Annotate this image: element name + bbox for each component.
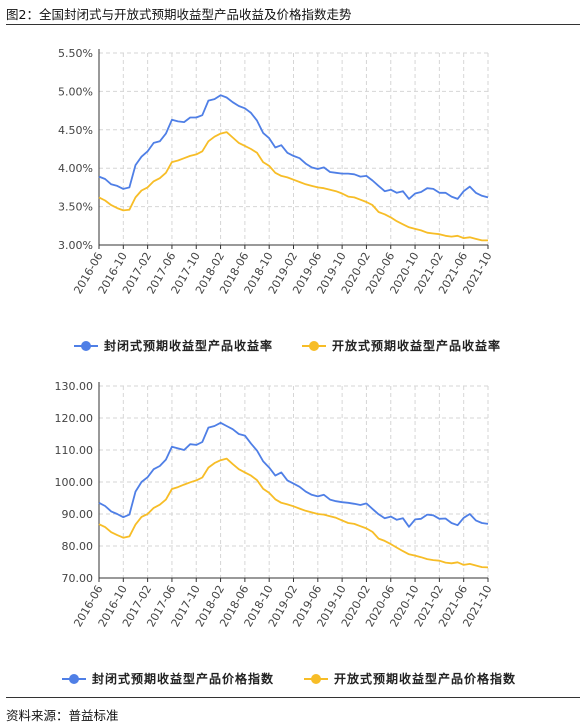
legend-marker [311,674,321,684]
legend-item-1[interactable]: 封闭式预期收益型产品价格指数 [62,671,274,686]
figure-title: 图2：全国封闭式与开放式预期收益型产品收益及价格指数走势 [6,7,352,22]
bottom-rule [6,697,580,698]
y-tick-label: 5.00% [58,85,93,98]
y-tick-label: 130.00 [55,380,94,393]
legend-marker [81,341,91,351]
y-tick-label: 120.00 [55,412,94,425]
series-line-2 [98,131,488,242]
legend-item-2[interactable]: 开放式预期收益型产品收益率 [302,338,501,353]
y-tick-label: 4.00% [58,162,93,175]
y-tick-label: 100.00 [55,476,94,489]
y-tick-label: 5.50% [58,47,93,60]
legend-label: 封闭式预期收益型产品价格指数 [92,671,274,686]
legend-label: 开放式预期收益型产品收益率 [332,338,501,353]
price-index-chart: 70.0080.0090.00100.00110.00120.00130.002… [55,380,516,686]
y-tick-label: 90.00 [62,508,94,521]
legend-marker [309,341,319,351]
series-line-2 [98,457,489,569]
y-tick-label: 70.00 [62,572,94,585]
y-tick-label: 110.00 [55,444,94,457]
legend-item-1[interactable]: 封闭式预期收益型产品收益率 [74,338,273,353]
legend-label: 开放式预期收益型产品价格指数 [334,671,516,686]
y-tick-label: 3.00% [58,239,93,252]
legend-marker [69,674,79,684]
y-tick-label: 80.00 [62,540,94,553]
y-tick-label: 3.50% [58,201,93,214]
yield-rate-chart: 3.00%3.50%4.00%4.50%5.00%5.50%2016-06201… [58,47,501,353]
series-line-1 [98,94,489,200]
series-line-1 [98,421,489,528]
legend-label: 封闭式预期收益型产品收益率 [104,338,273,353]
source-note: 资料来源：普益标准 [6,708,119,723]
top-rule [6,24,580,25]
legend-item-2[interactable]: 开放式预期收益型产品价格指数 [304,671,516,686]
y-tick-label: 4.50% [58,124,93,137]
